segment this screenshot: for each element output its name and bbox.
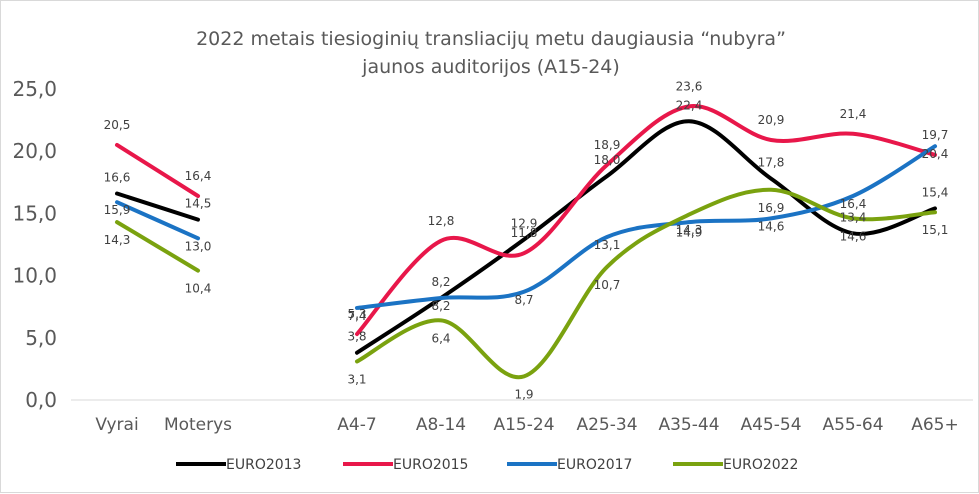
x-tick-label: A45-54 [740, 415, 801, 435]
data-label: 8,7 [514, 293, 533, 307]
data-label: 5,3 [347, 307, 366, 321]
data-label: 14,6 [758, 219, 785, 233]
series-line [355, 144, 937, 310]
data-label: 12,8 [428, 214, 455, 228]
data-label: 13,0 [185, 239, 212, 253]
series-euro2017 [115, 144, 937, 310]
series-line [355, 187, 937, 380]
data-label: 7,4 [347, 309, 366, 323]
data-label: 20,4 [922, 147, 949, 161]
data-label: 8,2 [431, 275, 450, 289]
data-label: 16,4 [185, 169, 212, 183]
x-tick-label: Vyrai [95, 415, 138, 435]
chart-subtitle: jaunos auditorijos (A15-24) [361, 56, 620, 78]
data-label: 16,4 [840, 197, 867, 211]
data-label: 1,9 [514, 387, 533, 401]
y-tick-label: 25,0 [12, 77, 57, 101]
data-label: 16,9 [758, 201, 785, 215]
series-line [355, 119, 937, 355]
legend-item: EURO2022 [673, 457, 798, 473]
x-tick-label: A55-64 [822, 415, 883, 435]
data-label: 13,4 [840, 210, 867, 224]
x-tick-label: A25-34 [576, 415, 637, 435]
axis-layer: 0,0 5,0 10,0 15,0 20,0 25,0 Vyrai Moterys A4-7 A8… [12, 77, 973, 435]
data-label: 11,8 [511, 226, 538, 240]
series-euro2015 [115, 104, 937, 337]
data-label: 6,4 [431, 331, 450, 345]
x-tick-label: A8-14 [416, 415, 466, 435]
y-tick-label: 15,0 [12, 201, 57, 225]
legend-item: EURO2017 [507, 457, 632, 473]
y-tick-label: 0,0 [25, 388, 57, 412]
x-tick-label: Moterys [164, 415, 232, 435]
data-label: 14,5 [185, 197, 212, 211]
x-tick-label: A15-24 [493, 415, 554, 435]
data-label: 14,3 [676, 223, 703, 237]
legend-item: EURO2013 [176, 457, 301, 473]
data-label-layer: 16,6 14,5 3,8 8,2 12,9 18,0 22,4 17,8 13,4 15,4 20… [104, 79, 949, 401]
data-label: 20,5 [104, 118, 131, 132]
data-label: 10,4 [185, 282, 212, 296]
data-label: 20,9 [758, 113, 785, 127]
data-label: 15,4 [922, 185, 949, 199]
data-label: 18,9 [594, 138, 621, 152]
series-line [115, 200, 200, 241]
series-line [355, 104, 937, 337]
legend-label: EURO2015 [393, 457, 468, 473]
series-euro2013 [115, 119, 937, 355]
x-tick-label: A65+ [911, 415, 959, 435]
data-label: 3,8 [347, 330, 366, 344]
data-label: 17,8 [758, 156, 785, 170]
data-label: 15,1 [922, 223, 949, 237]
y-tick-label: 20,0 [12, 139, 57, 163]
data-label: 14,9 [676, 226, 703, 240]
series-euro2022 [115, 187, 937, 380]
series-line [115, 191, 200, 222]
y-tick-label: 10,0 [12, 264, 57, 288]
legend-label: EURO2022 [723, 457, 798, 473]
legend-label: EURO2013 [226, 457, 301, 473]
legend-label: EURO2017 [557, 457, 632, 473]
series-line [115, 142, 200, 198]
series-line [115, 220, 200, 273]
chart-title: 2022 metais tiesioginių transliacijų met… [196, 28, 786, 50]
x-tick-label: A4-7 [337, 415, 376, 435]
data-label: 14,6 [840, 229, 867, 243]
data-label: 10,7 [594, 278, 621, 292]
data-label: 22,4 [676, 98, 703, 112]
data-label: 15,9 [104, 203, 131, 217]
y-tick-label: 5,0 [25, 326, 57, 350]
data-label: 18,0 [594, 153, 621, 167]
x-tick-label: A35-44 [658, 415, 719, 435]
data-label: 21,4 [840, 107, 867, 121]
data-label: 23,6 [676, 79, 703, 93]
data-label: 13,1 [594, 238, 621, 252]
data-label: 16,6 [104, 170, 131, 184]
series-layer [115, 104, 937, 380]
data-label: 19,7 [922, 128, 949, 142]
legend-item: EURO2015 [343, 457, 468, 473]
data-label: 12,9 [511, 217, 538, 231]
legend: EURO2013 EURO2015 EURO2017 EURO2022 [176, 457, 798, 473]
data-label: 3,1 [347, 372, 366, 386]
data-label: 8,2 [431, 299, 450, 313]
data-label: 14,3 [104, 233, 131, 247]
